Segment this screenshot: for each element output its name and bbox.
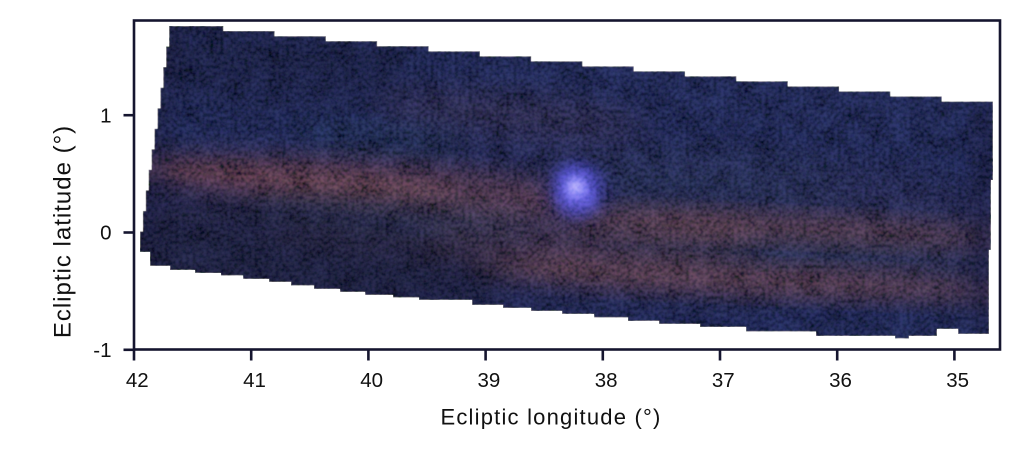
svg-text:Ecliptic longitude (°): Ecliptic longitude (°) <box>440 405 661 430</box>
svg-text:40: 40 <box>360 369 383 392</box>
svg-text:Ecliptic latitude (°): Ecliptic latitude (°) <box>50 125 77 338</box>
svg-text:0: 0 <box>100 222 111 245</box>
svg-text:37: 37 <box>712 369 735 392</box>
svg-text:41: 41 <box>243 369 266 392</box>
svg-text:39: 39 <box>477 369 500 392</box>
svg-text:35: 35 <box>946 369 969 392</box>
svg-text:1: 1 <box>100 104 111 127</box>
svg-text:42: 42 <box>126 369 149 392</box>
svg-text:38: 38 <box>595 369 618 392</box>
svg-text:36: 36 <box>829 369 852 392</box>
svg-text:-1: -1 <box>93 339 111 362</box>
